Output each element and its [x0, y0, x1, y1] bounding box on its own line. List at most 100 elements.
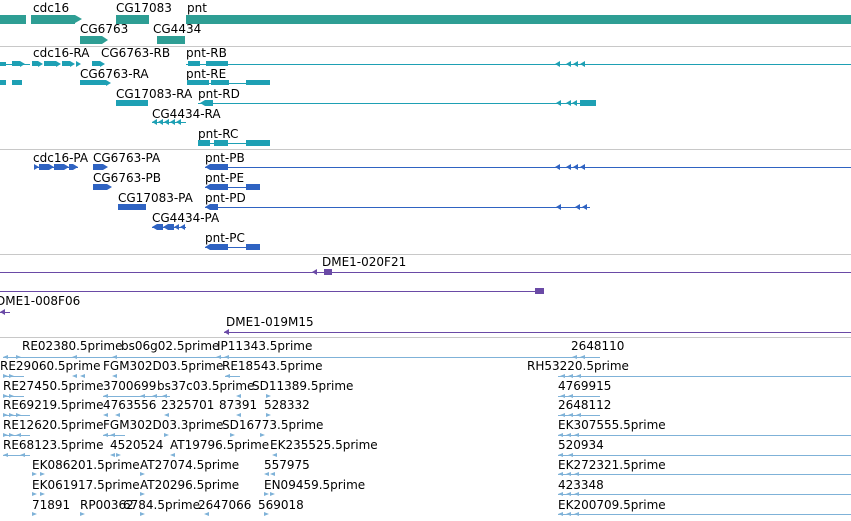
- feature-strand-arrow: [80, 374, 85, 378]
- feature-strand-arrow: [204, 512, 209, 516]
- clone-label: DME1-008F06: [0, 294, 81, 308]
- gene-cdc16-left[interactable]: [0, 15, 26, 24]
- feature-exon: [80, 80, 106, 85]
- feature-strand-arrow: [9, 413, 14, 417]
- feature-strand-arrow: [560, 394, 565, 398]
- feature-strand-arrow: [558, 472, 563, 476]
- feature-intron-line: [152, 227, 186, 228]
- feature-strand-arrow: [3, 433, 8, 437]
- feature-strand-arrow: [560, 413, 565, 417]
- est-label: EK061917.5prime: [32, 478, 140, 492]
- track-separator: [0, 149, 851, 150]
- feature-strand-arrow: [140, 492, 145, 496]
- est-label: 2647066: [198, 498, 252, 512]
- gene-cg6763[interactable]: [80, 36, 102, 44]
- est-label: 2325701: [161, 398, 215, 412]
- feature-strand-arrow: [582, 204, 587, 210]
- feature-strand-arrow: [3, 413, 8, 417]
- est-label: EK200709.5prime: [558, 498, 666, 512]
- feature-strand-arrow: [20, 61, 25, 67]
- feature-strand-arrow: [566, 472, 571, 476]
- feature-intron-line: [0, 291, 544, 292]
- feature-strand-arrow: [103, 413, 108, 417]
- est-label: 87391: [219, 398, 258, 412]
- est-label: EK307555.5prime: [558, 418, 666, 432]
- feature-strand-arrow: [270, 472, 275, 476]
- est-label: 520934: [558, 438, 604, 452]
- gene-cg17083[interactable]: [116, 15, 149, 24]
- feature-intron-line: [205, 207, 590, 208]
- feature-strand-arrow: [266, 413, 271, 417]
- feature-strand-arrow: [140, 472, 145, 476]
- est-label: RE18543.5prime: [222, 359, 323, 373]
- feature-intron-line: [205, 247, 260, 248]
- feature-strand-arrow: [574, 492, 579, 496]
- protein-label: pnt-PB: [205, 151, 245, 165]
- feature-strand-arrow: [224, 355, 229, 359]
- feature-strand-arrow: [16, 355, 21, 359]
- gene-label-cg4434: CG4434: [153, 22, 202, 36]
- feature-intron-line: [3, 455, 30, 456]
- feature-strand-arrow: [3, 355, 8, 359]
- est-label: EN09459.5prime: [264, 478, 366, 492]
- feature-strand-arrow: [574, 433, 579, 437]
- feature-strand-arrow: [110, 433, 115, 437]
- feature-strand-arrow: [32, 492, 37, 496]
- feature-strand-arrow: [556, 100, 561, 106]
- est-label: RP00362: [80, 498, 134, 512]
- feature-intron-line: [3, 357, 600, 358]
- transcript-label: CG4434-RA: [152, 107, 221, 121]
- feature-intron-line: [186, 64, 851, 65]
- gene-cg4434[interactable]: [157, 36, 185, 44]
- gene-pnt[interactable]: [186, 15, 851, 24]
- feature-strand-arrow: [558, 492, 563, 496]
- feature-strand-arrow: [103, 394, 108, 398]
- est-label: RE27450.5prime: [3, 379, 104, 393]
- transcript-label: CG6763-RB: [101, 46, 171, 60]
- est-label: RE29060.5prime: [0, 359, 101, 373]
- feature-exon: [12, 61, 20, 66]
- feature-exon: [206, 61, 228, 66]
- feature-exon: [93, 164, 103, 170]
- est-label: RE69219.5prime: [3, 398, 104, 412]
- feature-strand-arrow: [566, 61, 571, 67]
- feature-strand-arrow: [9, 433, 14, 437]
- feature-strand-arrow: [266, 394, 271, 398]
- feature-intron-line: [152, 122, 186, 123]
- feature-strand-arrow: [572, 100, 577, 106]
- feature-strand-arrow: [32, 472, 37, 476]
- est-label: 3700699: [103, 379, 157, 393]
- feature-strand-arrow: [216, 355, 221, 359]
- feature-exon: [62, 61, 70, 66]
- protein-label: pnt-PE: [205, 171, 245, 185]
- feature-intron-line: [205, 167, 851, 168]
- est-label: SD11389.5prime: [252, 379, 354, 393]
- feature-strand-arrow: [106, 80, 111, 86]
- gene-label-pnt: pnt: [187, 1, 207, 15]
- feature-strand-arrow: [110, 453, 115, 457]
- feature-exon: [246, 80, 270, 85]
- gene-cdc16-arrow: [75, 15, 82, 23]
- feature-exon: [92, 61, 100, 66]
- est-label: RE02380.5prime: [22, 339, 123, 353]
- est-label: IP11343.5prime: [217, 339, 313, 353]
- feature-strand-arrow: [568, 413, 573, 417]
- est-label: RE12620.5prime: [3, 418, 104, 432]
- gene-cdc16[interactable]: [31, 15, 75, 24]
- track-separator: [0, 337, 851, 338]
- feature-strand-arrow: [260, 433, 265, 437]
- feature-strand-arrow: [70, 61, 75, 67]
- feature-strand-arrow: [264, 472, 269, 476]
- feature-exon: [580, 100, 596, 106]
- feature-strand-arrow: [80, 512, 85, 516]
- feature-strand-arrow: [566, 512, 571, 516]
- feature-strand-arrow: [566, 492, 571, 496]
- est-label: EK235525.5prime: [270, 438, 378, 452]
- feature-strand-arrow: [573, 61, 578, 67]
- gene-label-cg6763: CG6763: [80, 22, 129, 36]
- feature-strand-arrow: [100, 61, 105, 67]
- feature-strand-arrow: [3, 374, 8, 378]
- protein-label: cdc16-PA: [33, 151, 89, 165]
- est-label: 2648112: [558, 398, 612, 412]
- est-label: 6784.5prime: [123, 498, 200, 512]
